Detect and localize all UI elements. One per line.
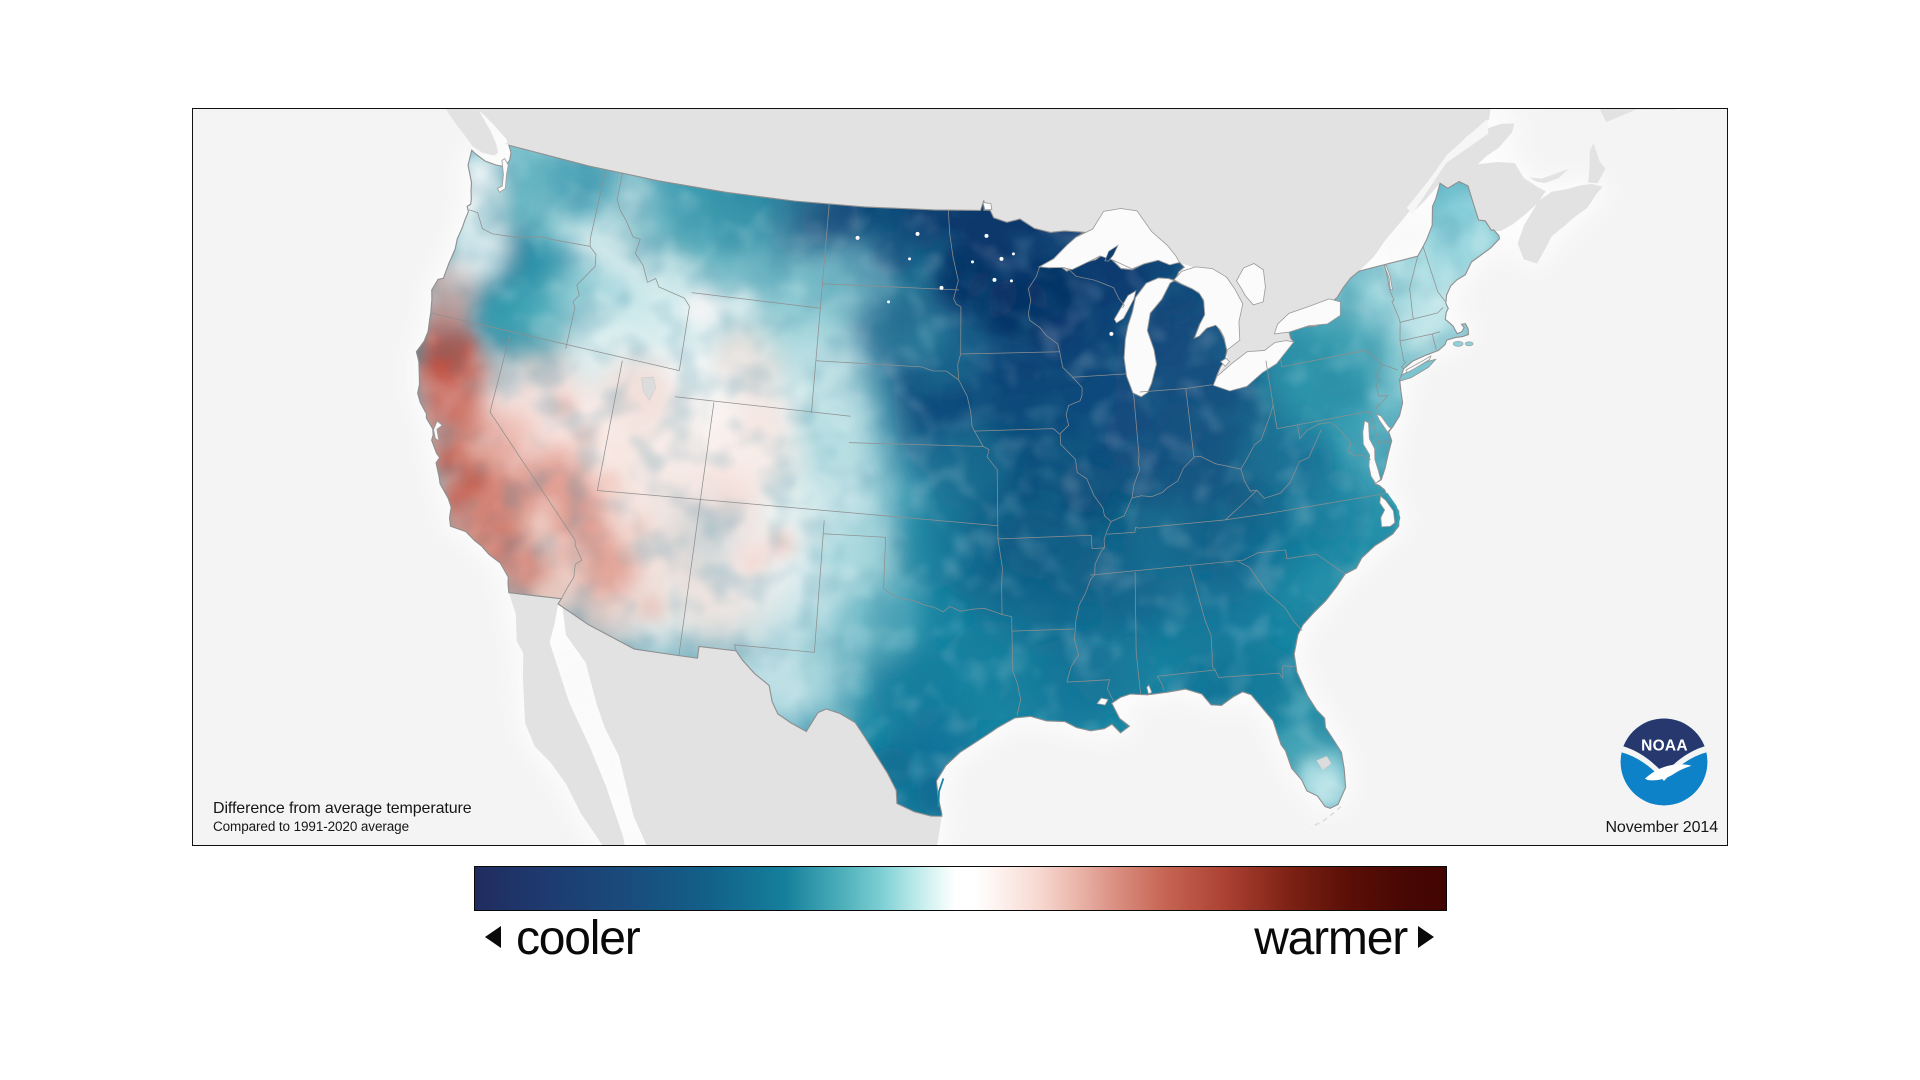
svg-text:NOAA: NOAA: [1641, 738, 1688, 755]
